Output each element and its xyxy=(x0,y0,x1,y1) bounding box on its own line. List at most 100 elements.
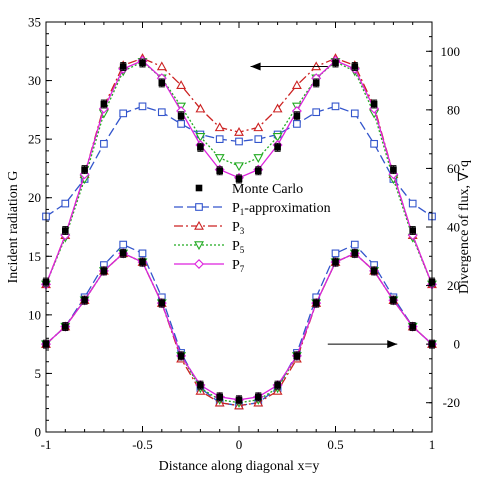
legend-marker-monte-carlo xyxy=(195,184,203,192)
data-point-monte-carlo xyxy=(409,227,416,234)
right-y-tick-label: 0 xyxy=(454,337,461,352)
right-y-tick-label: 40 xyxy=(447,220,460,235)
left-y-axis-title: Incident radiation G xyxy=(6,171,21,284)
data-point-p1-approximation xyxy=(312,108,321,117)
legend-item-p1-approximation: P1-approximation xyxy=(174,201,331,217)
data-point-monte-carlo xyxy=(312,79,320,87)
data-point-monte-carlo xyxy=(139,59,146,67)
x-axis-title: Distance along diagonal x=y xyxy=(159,459,320,474)
data-point-monte-carlo-q xyxy=(351,250,359,257)
arrow-to-left-axis-head xyxy=(250,62,261,71)
data-point-p1-approximation xyxy=(138,102,147,111)
data-point-p1-approximation xyxy=(157,108,166,117)
data-point-monte-carlo xyxy=(81,166,88,173)
x-tick-label: 1 xyxy=(429,437,436,452)
data-point-p3 xyxy=(195,103,206,113)
data-point-monte-carlo-q xyxy=(293,352,301,360)
legend-item-p5: P5 xyxy=(174,239,245,255)
left-y-tick-label: 0 xyxy=(35,425,42,440)
data-point-p1-approximation xyxy=(119,109,128,118)
data-point-p1-approximation-q xyxy=(138,249,147,258)
legend-item-p3: P3 xyxy=(174,220,245,236)
data-point-p1-approximation-q xyxy=(350,240,359,249)
data-point-p1-approximation-q xyxy=(119,240,128,249)
data-point-p5 xyxy=(272,133,283,142)
data-point-monte-carlo xyxy=(293,112,301,120)
data-point-monte-carlo xyxy=(158,79,166,87)
data-point-monte-carlo xyxy=(351,63,359,70)
legend-marker-p7 xyxy=(194,259,204,269)
data-point-p1-approximation-q xyxy=(331,249,340,258)
data-point-monte-carlo-q xyxy=(235,396,243,404)
left-y-tick-label: 15 xyxy=(28,249,41,264)
legend-label-monte-carlo: Monte Carlo xyxy=(232,182,303,197)
left-y-tick-label: 10 xyxy=(28,307,41,322)
data-point-p3 xyxy=(234,126,244,136)
x-tick-label: 0.5 xyxy=(327,437,343,452)
data-point-monte-carlo xyxy=(390,166,397,173)
right-y-tick-label: 60 xyxy=(447,161,460,176)
data-point-monte-carlo-q xyxy=(197,381,204,389)
data-point-monte-carlo-q xyxy=(274,381,281,389)
data-point-monte-carlo-q xyxy=(139,258,146,266)
data-point-monte-carlo xyxy=(332,59,339,67)
data-point-p3 xyxy=(253,122,264,132)
data-point-p5 xyxy=(214,154,225,164)
data-point-p1-approximation xyxy=(235,137,243,146)
left-y-tick-label: 25 xyxy=(28,132,41,147)
right-y-tick-label: 100 xyxy=(441,44,461,59)
data-point-p3 xyxy=(214,122,225,132)
data-point-monte-carlo-q xyxy=(216,393,223,401)
data-point-monte-carlo-q xyxy=(119,250,127,257)
data-point-monte-carlo xyxy=(197,144,204,151)
data-point-monte-carlo xyxy=(370,100,378,108)
data-point-p1-approximation xyxy=(350,109,359,118)
data-point-p1-approximation xyxy=(408,199,417,208)
data-point-p1-approximation xyxy=(177,120,185,128)
right-y-tick-label: 20 xyxy=(447,278,460,293)
data-point-monte-carlo-q xyxy=(255,393,262,401)
data-point-monte-carlo-q xyxy=(370,267,378,275)
legend-marker-p3 xyxy=(194,220,204,230)
data-point-monte-carlo xyxy=(216,167,223,175)
data-point-monte-carlo-q xyxy=(409,323,416,330)
legend-marker-p5 xyxy=(194,241,204,251)
data-point-monte-carlo-q xyxy=(81,296,88,304)
data-point-p1-approximation xyxy=(254,135,263,143)
data-point-p1-approximation xyxy=(370,139,378,148)
left-y-tick-label: 35 xyxy=(28,15,41,30)
data-point-p1-approximation xyxy=(331,102,340,111)
data-point-monte-carlo xyxy=(100,100,108,108)
data-point-monte-carlo xyxy=(177,112,185,120)
data-point-monte-carlo xyxy=(235,175,243,183)
data-point-monte-carlo-q xyxy=(390,296,397,304)
arrow-to-right-axis-head xyxy=(387,340,398,349)
legend-label-p1-approximation: P1-approximation xyxy=(232,201,331,217)
data-point-monte-carlo xyxy=(255,167,262,175)
data-point-p3 xyxy=(176,80,187,90)
data-point-p1-approximation xyxy=(100,139,108,148)
right-y-tick-label: 80 xyxy=(447,102,460,117)
data-point-monte-carlo-q xyxy=(332,258,339,266)
left-y-tick-label: 20 xyxy=(28,190,41,205)
right-y-axis-title: Divergence of flux, ∇·q xyxy=(457,160,472,294)
data-point-p3 xyxy=(291,80,302,90)
x-tick-label: -1 xyxy=(41,437,52,452)
legend-marker-p1-approximation xyxy=(195,203,203,211)
data-point-p5 xyxy=(253,154,264,164)
data-point-monte-carlo xyxy=(274,144,281,151)
data-point-p3 xyxy=(156,61,167,71)
data-point-p5 xyxy=(195,133,206,142)
data-point-p5 xyxy=(234,162,244,172)
data-point-monte-carlo xyxy=(119,63,127,70)
data-point-monte-carlo-q xyxy=(177,352,185,360)
x-tick-label: 0 xyxy=(236,437,243,452)
data-point-p1-approximation xyxy=(215,135,224,143)
data-point-monte-carlo xyxy=(62,227,69,234)
left-y-tick-label: 30 xyxy=(28,73,41,88)
data-point-p1-approximation xyxy=(293,120,301,128)
data-point-monte-carlo-q xyxy=(158,299,166,307)
